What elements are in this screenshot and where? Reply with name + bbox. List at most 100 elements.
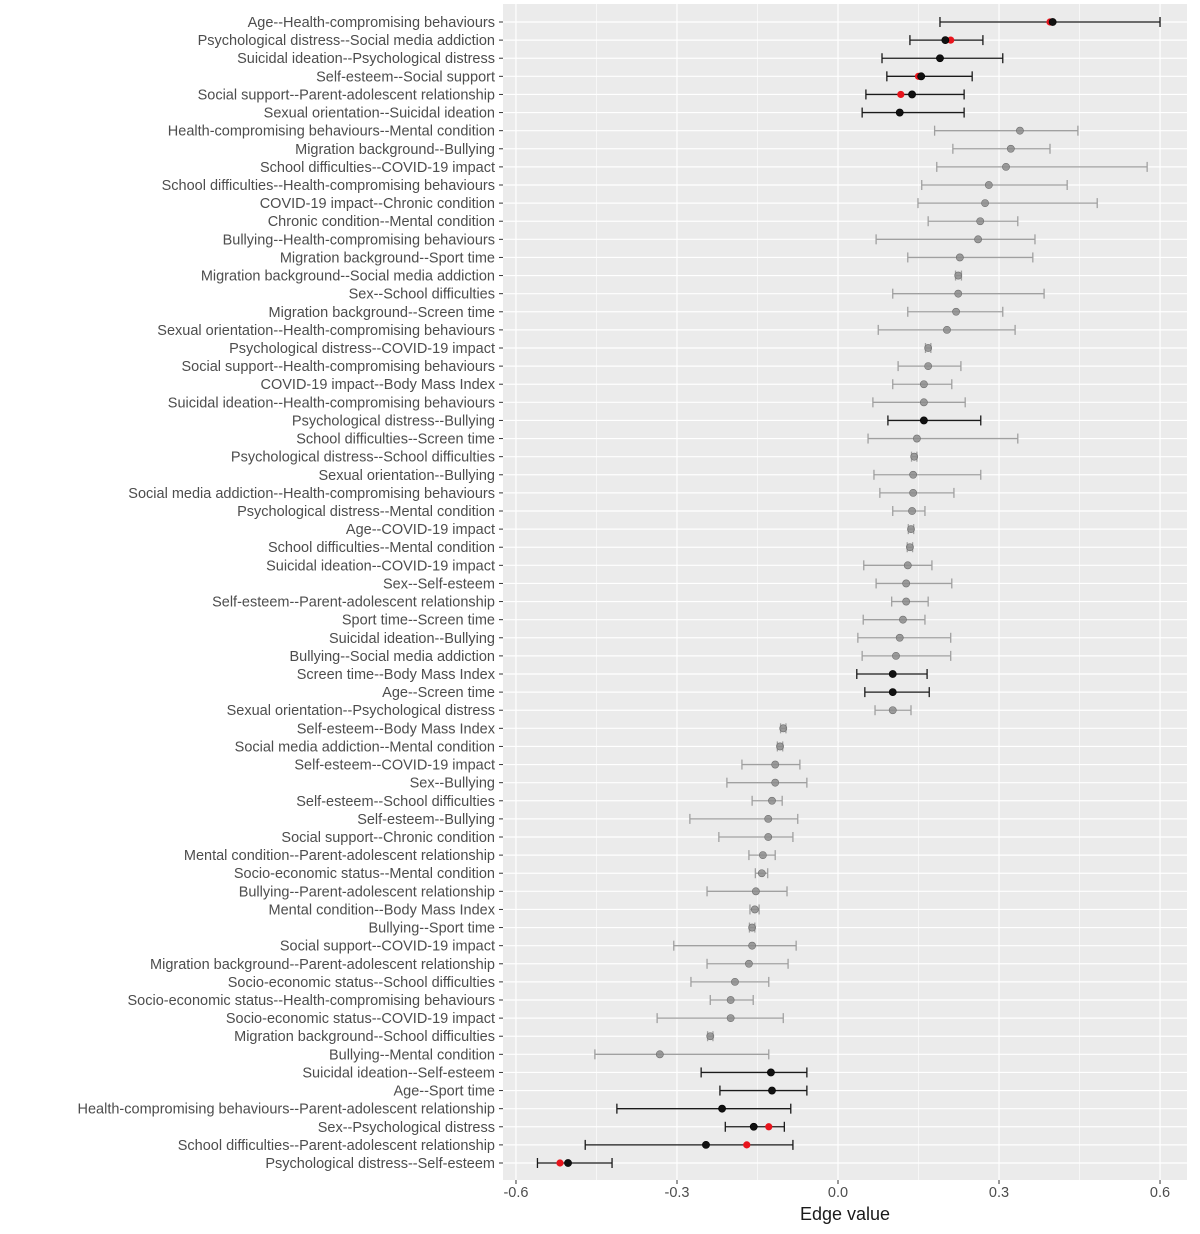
- estimate-point: [906, 543, 914, 552]
- estimate-point: [952, 307, 960, 316]
- grid-lines: [503, 4, 1187, 1180]
- edge-row: [861, 650, 952, 661]
- x-tick-label: -0.6: [503, 1185, 528, 1201]
- estimate-point: [902, 597, 911, 606]
- x-tick-label: -0.3: [664, 1185, 689, 1201]
- edge-row: [939, 17, 1161, 27]
- estimate-point: [767, 1068, 775, 1077]
- y-tick-label: Age--Screen time: [382, 685, 495, 701]
- estimate-point: [748, 923, 757, 932]
- estimate-point: [908, 90, 916, 99]
- x-axis-title: Edge value: [800, 1204, 890, 1224]
- edge-row: [891, 596, 929, 607]
- edge-row: [917, 198, 1098, 209]
- edge-row: [584, 1139, 794, 1150]
- estimate-point: [974, 235, 982, 244]
- edge-row: [952, 143, 1051, 154]
- estimate-point: [706, 1032, 715, 1041]
- y-tick-label: Socio-economic status--Mental condition: [234, 866, 495, 882]
- edge-row: [779, 723, 788, 734]
- estimate-point: [955, 253, 964, 262]
- estimate-point: [954, 289, 963, 298]
- y-tick-label: Migration background--Social media addic…: [201, 269, 495, 285]
- y-tick-label: Psychological distress--Self-esteem: [265, 1156, 495, 1172]
- edge-row: [861, 107, 965, 118]
- estimate-point: [764, 814, 773, 823]
- edge-row: [921, 180, 1068, 190]
- y-tick-label: Suicidal ideation--Health-compromising b…: [168, 395, 495, 411]
- red-point: [765, 1123, 773, 1131]
- estimate-point: [731, 977, 739, 986]
- estimate-point: [750, 905, 759, 914]
- estimate-point: [908, 507, 916, 515]
- y-tick-label: Psychological distress--School difficult…: [231, 450, 495, 466]
- estimate-point: [902, 579, 911, 588]
- edge-row: [954, 270, 963, 281]
- estimate-point: [912, 434, 921, 443]
- y-tick-label: Suicidal ideation--Bullying: [329, 631, 495, 647]
- red-point: [897, 90, 905, 99]
- y-tick-label: School difficulties--Health-compromising…: [162, 178, 495, 194]
- edge-row: [907, 524, 915, 535]
- estimate-point: [919, 380, 928, 389]
- y-tick-label: Social support--Parent-adolescent relati…: [198, 87, 495, 103]
- y-tick-label: Suicidal ideation--COVID-19 impact: [266, 558, 495, 574]
- estimate-point: [768, 1086, 776, 1095]
- edge-row: [690, 976, 770, 987]
- estimate-point: [768, 796, 776, 805]
- y-tick-label: Sexual orientation--Psychological distre…: [227, 703, 495, 719]
- edge-row: [706, 958, 789, 969]
- y-tick-label: Mental condition--Parent-adolescent rela…: [184, 848, 495, 864]
- y-tick-label: Migration background--Screen time: [269, 305, 495, 321]
- edge-row: [719, 1085, 808, 1096]
- estimate-point: [941, 36, 950, 45]
- estimate-point: [776, 742, 784, 751]
- edge-row: [536, 1158, 613, 1168]
- y-tick-label: Migration background--Bullying: [295, 142, 495, 158]
- estimate-point: [726, 996, 735, 1004]
- y-tick-label: Self-esteem--Bullying: [357, 812, 495, 828]
- y-tick-label: Socio-economic status--School difficulti…: [228, 975, 495, 991]
- edge-row: [776, 741, 784, 752]
- y-tick-label: Migration background--Parent-adolescent …: [150, 957, 495, 973]
- y-tick-label: Sex--Self-esteem: [383, 576, 495, 592]
- estimate-point: [888, 706, 897, 715]
- y-tick-label: Social support--COVID-19 impact: [280, 939, 495, 955]
- estimate-point: [888, 688, 897, 697]
- edge-row: [864, 687, 930, 698]
- edge-row: [656, 1013, 784, 1024]
- estimate-point: [751, 887, 760, 896]
- estimate-point: [748, 941, 757, 950]
- edge-row: [892, 379, 953, 390]
- estimate-point: [895, 108, 904, 117]
- estimate-point: [981, 199, 989, 208]
- y-tick-label: Chronic condition--Mental condition: [268, 214, 495, 230]
- estimate-point: [909, 488, 918, 497]
- edge-row: [616, 1103, 792, 1114]
- edge-row: [907, 252, 1034, 263]
- edge-row: [726, 777, 808, 788]
- edge-row: [594, 1049, 770, 1060]
- y-tick-label: Age--COVID-19 impact: [346, 522, 495, 538]
- y-tick-label: Psychological distress--Bullying: [292, 413, 495, 429]
- red-point: [556, 1159, 564, 1167]
- edge-row: [927, 216, 1019, 227]
- y-tick-label: Self-esteem--COVID-19 impact: [294, 758, 495, 774]
- y-tick-label: Age--Sport time: [393, 1084, 495, 1100]
- data-marks: [536, 17, 1161, 1168]
- estimate-point: [1006, 144, 1015, 153]
- plot-panel: [503, 4, 1187, 1180]
- estimate-point: [726, 1014, 735, 1023]
- edge-row: [748, 850, 776, 861]
- y-tick-label: Age--Health-compromising behaviours: [248, 15, 495, 31]
- edge-row: [706, 886, 788, 897]
- edge-row: [867, 433, 1019, 444]
- y-tick-label: COVID-19 impact--Body Mass Index: [261, 377, 496, 393]
- estimate-point: [1002, 162, 1010, 171]
- estimate-point: [892, 651, 900, 660]
- y-tick-label: Social support--Chronic condition: [281, 830, 495, 846]
- estimate-point: [564, 1159, 572, 1167]
- estimate-point: [779, 724, 788, 733]
- y-tick-label: Sex--School difficulties: [349, 287, 495, 303]
